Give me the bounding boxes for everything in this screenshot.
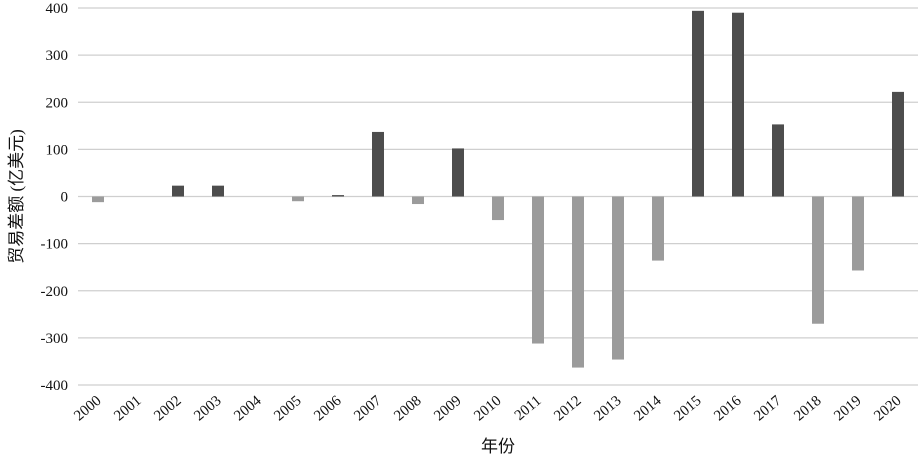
bars bbox=[92, 10, 904, 368]
bar-2019 bbox=[852, 196, 864, 271]
x-tick-label: 2006 bbox=[311, 392, 345, 424]
x-tick-label: 2005 bbox=[271, 393, 304, 425]
x-tick-label: 2018 bbox=[791, 393, 824, 425]
x-tick-label: 2019 bbox=[831, 393, 864, 425]
x-tick-label: 2000 bbox=[71, 393, 104, 425]
bar-2000 bbox=[92, 196, 104, 203]
x-tick-label: 2020 bbox=[871, 393, 904, 425]
y-tick-label: -400 bbox=[41, 378, 69, 394]
bar-2013 bbox=[612, 196, 624, 360]
bar-2007 bbox=[372, 131, 384, 197]
x-tick-label: 2012 bbox=[551, 393, 584, 425]
bar-2006 bbox=[332, 195, 344, 197]
bar-2008 bbox=[412, 196, 424, 205]
bar-2002 bbox=[172, 185, 184, 197]
x-tick-label: 2007 bbox=[351, 392, 385, 424]
bar-2016 bbox=[732, 12, 744, 197]
x-tick-label: 2016 bbox=[711, 392, 745, 424]
y-tick-label: 400 bbox=[46, 1, 69, 17]
y-tick-label: 200 bbox=[46, 95, 69, 111]
x-tick-label: 2015 bbox=[671, 393, 704, 425]
y-tick-label: -200 bbox=[41, 284, 69, 300]
y-axis-title: 贸易差额 (亿美元) bbox=[7, 129, 26, 264]
y-tick-label: 100 bbox=[46, 142, 69, 158]
bar-2020 bbox=[892, 91, 904, 197]
bar-2015 bbox=[692, 10, 704, 197]
x-tick-label: 2017 bbox=[751, 392, 785, 424]
bar-2017 bbox=[772, 124, 784, 197]
x-tick-label: 2001 bbox=[111, 393, 144, 425]
bar-2011 bbox=[532, 196, 544, 344]
x-tick-labels: 2000 2001 2002 2003 2004 2005 2006 2007 2008 2009… bbox=[71, 392, 904, 424]
bar-2010 bbox=[492, 196, 504, 221]
y-tick-label: 300 bbox=[46, 48, 69, 64]
y-tick-label: -100 bbox=[41, 237, 69, 253]
bar-2005 bbox=[292, 196, 304, 202]
x-tick-label: 2013 bbox=[591, 393, 624, 425]
x-tick-label: 2002 bbox=[151, 393, 184, 425]
bar-2009 bbox=[452, 148, 464, 197]
y-tick-label: -300 bbox=[41, 331, 69, 347]
y-tick-label: 0 bbox=[61, 190, 69, 206]
y-tick-labels: 400 300 200 100 0 -100 -200 -300 -400 bbox=[41, 1, 69, 394]
bar-2018 bbox=[812, 196, 824, 324]
x-tick-label: 2011 bbox=[512, 393, 545, 424]
x-tick-label: 2004 bbox=[231, 392, 265, 424]
x-tick-label: 2014 bbox=[631, 392, 665, 424]
bar-2012 bbox=[572, 196, 584, 368]
bar-2003 bbox=[212, 185, 224, 197]
x-tick-label: 2009 bbox=[431, 393, 464, 425]
x-tick-label: 2008 bbox=[391, 393, 424, 425]
bar-2014 bbox=[652, 196, 664, 261]
x-tick-label: 2010 bbox=[471, 393, 504, 425]
x-axis-title: 年份 bbox=[481, 437, 515, 456]
x-tick-label: 2003 bbox=[191, 393, 224, 425]
